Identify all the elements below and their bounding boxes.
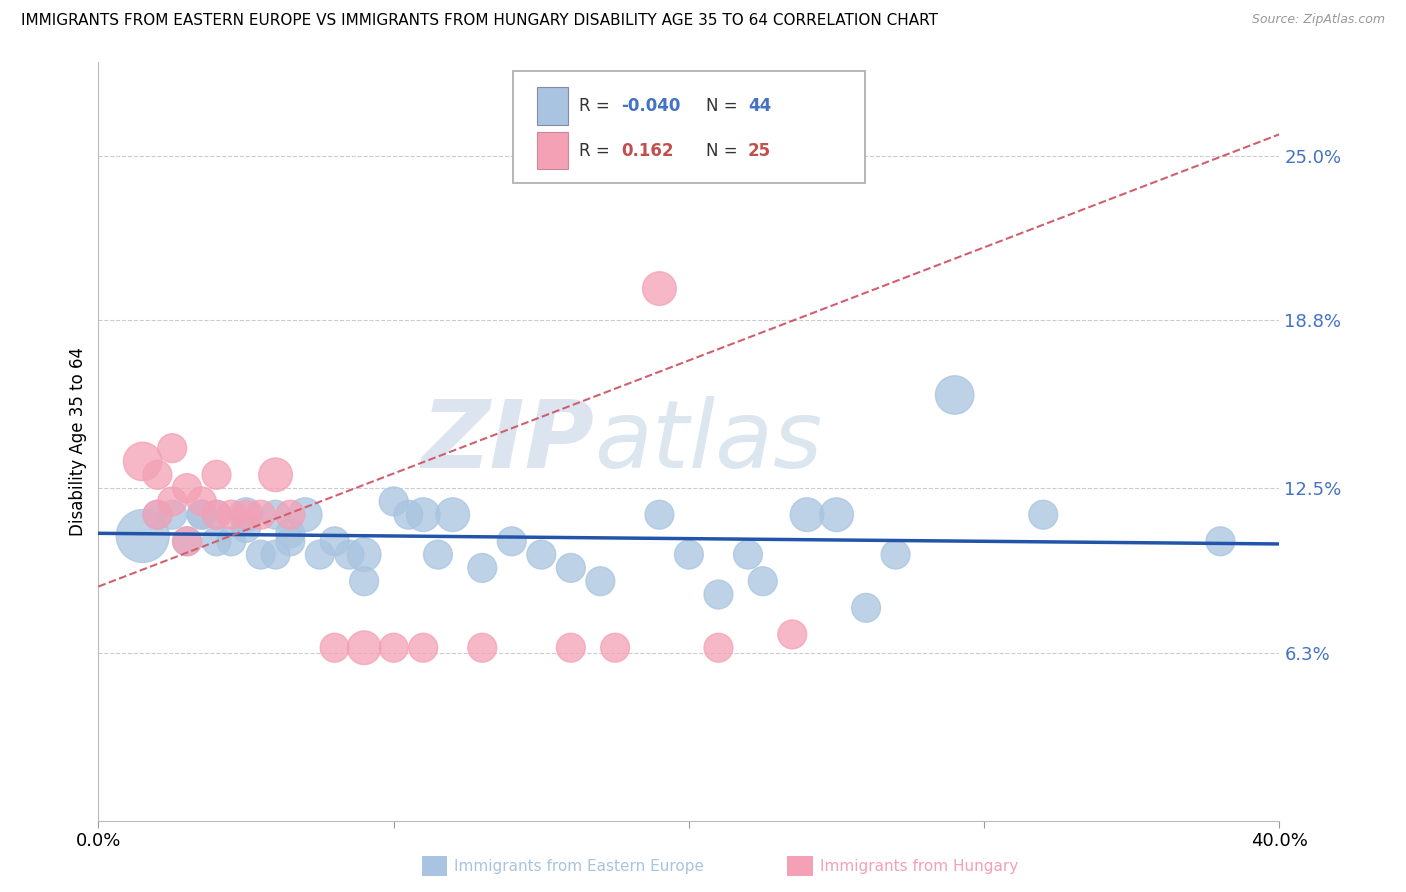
Point: [280, 534, 302, 549]
Point: [323, 534, 346, 549]
Point: [796, 508, 818, 522]
Point: [250, 508, 273, 522]
Point: [353, 548, 375, 562]
Point: [560, 640, 582, 655]
Point: [605, 640, 627, 655]
Point: [412, 508, 434, 522]
Point: [191, 508, 214, 522]
Point: [707, 640, 730, 655]
Text: ZIP: ZIP: [422, 395, 595, 488]
Point: [205, 467, 228, 482]
Point: [162, 494, 183, 508]
Point: [191, 508, 214, 522]
Point: [884, 548, 907, 562]
Point: [235, 508, 257, 522]
Point: [398, 508, 420, 522]
Point: [250, 548, 273, 562]
Point: [176, 481, 198, 495]
Point: [855, 600, 877, 615]
Point: [205, 508, 228, 522]
Point: [205, 534, 228, 549]
Text: 25: 25: [748, 142, 770, 160]
Y-axis label: Disability Age 35 to 64: Disability Age 35 to 64: [69, 347, 87, 536]
Point: [323, 640, 346, 655]
Point: [132, 454, 155, 468]
Point: [235, 508, 257, 522]
Text: IMMIGRANTS FROM EASTERN EUROPE VS IMMIGRANTS FROM HUNGARY DISABILITY AGE 35 TO 6: IMMIGRANTS FROM EASTERN EUROPE VS IMMIGR…: [21, 13, 938, 29]
Point: [264, 467, 287, 482]
Point: [648, 282, 671, 296]
Point: [146, 467, 169, 482]
Text: Source: ZipAtlas.com: Source: ZipAtlas.com: [1251, 13, 1385, 27]
Point: [280, 526, 302, 541]
Point: [132, 529, 155, 543]
Text: R =: R =: [579, 97, 616, 115]
Point: [707, 587, 730, 601]
Point: [280, 508, 302, 522]
Point: [353, 640, 375, 655]
Point: [382, 640, 405, 655]
Point: [560, 561, 582, 575]
Point: [221, 534, 243, 549]
Point: [309, 548, 332, 562]
Point: [530, 548, 553, 562]
Point: [1032, 508, 1054, 522]
Text: atlas: atlas: [595, 396, 823, 487]
Point: [176, 534, 198, 549]
Point: [294, 508, 316, 522]
Point: [264, 508, 287, 522]
Point: [176, 534, 198, 549]
Point: [146, 508, 169, 522]
Point: [678, 548, 700, 562]
Point: [648, 508, 671, 522]
Point: [737, 548, 759, 562]
Point: [162, 441, 183, 455]
Point: [501, 534, 523, 549]
Point: [353, 574, 375, 589]
Text: Immigrants from Hungary: Immigrants from Hungary: [820, 859, 1018, 873]
Point: [589, 574, 612, 589]
Text: 44: 44: [748, 97, 772, 115]
Point: [339, 548, 361, 562]
Point: [382, 494, 405, 508]
Point: [752, 574, 775, 589]
Point: [825, 508, 848, 522]
Point: [782, 627, 804, 641]
Point: [146, 508, 169, 522]
Point: [471, 640, 494, 655]
Text: N =: N =: [706, 97, 742, 115]
Point: [441, 508, 464, 522]
Text: 0.162: 0.162: [621, 142, 673, 160]
Point: [162, 508, 183, 522]
Point: [412, 640, 434, 655]
Point: [1209, 534, 1232, 549]
Point: [221, 508, 243, 522]
Point: [427, 548, 450, 562]
Point: [264, 548, 287, 562]
Point: [471, 561, 494, 575]
Text: -0.040: -0.040: [621, 97, 681, 115]
Point: [191, 494, 214, 508]
Point: [235, 521, 257, 535]
Text: N =: N =: [706, 142, 742, 160]
Point: [205, 508, 228, 522]
Text: Immigrants from Eastern Europe: Immigrants from Eastern Europe: [454, 859, 704, 873]
Point: [943, 388, 966, 402]
Text: R =: R =: [579, 142, 616, 160]
